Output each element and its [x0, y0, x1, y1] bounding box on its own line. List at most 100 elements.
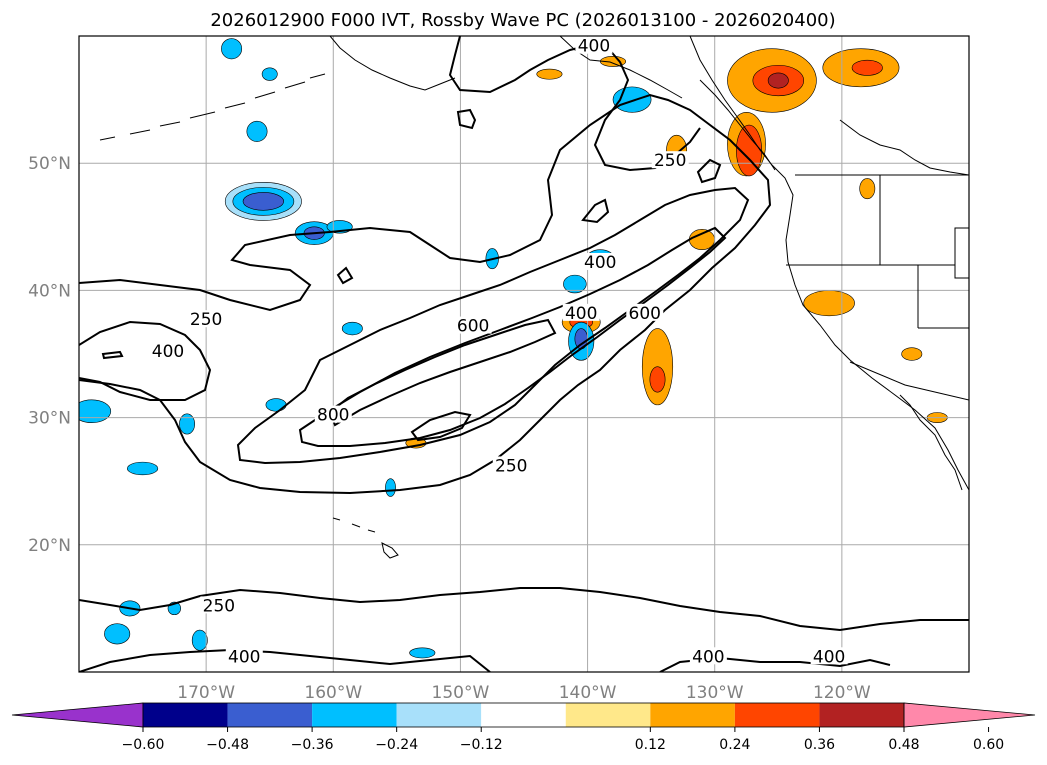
pc-anomaly-patch [612, 86, 652, 113]
colorbar: −0.60 −0.48 −0.36 −0.24 −0.12 0.12 0.24 0.36 0.4… [11, 702, 1036, 753]
contour-label-bg [225, 647, 263, 665]
ivt-contour-small-ring-4 [336, 266, 354, 285]
contour-label: 250 [203, 596, 235, 616]
contour-label: 800 [317, 406, 349, 426]
contour-label-bg [562, 303, 600, 321]
map-title: 2026012900 F000 IVT, Rossby Wave PC (202… [210, 10, 835, 31]
longitude-label: 140°W [559, 683, 617, 703]
pc-anomaly-patch [179, 413, 195, 435]
pc-anomaly-patch [901, 347, 923, 361]
latitude-label: 20°N [28, 536, 71, 556]
contour-label-bg [454, 316, 492, 334]
pc-anomaly-patch [767, 72, 789, 89]
latitude-label: 50°N [28, 154, 71, 174]
contour-label: 400 [584, 253, 616, 273]
pc-anomaly-patch [859, 178, 876, 200]
plot-area: 400 250 400 400 600 600 250 400 800 250 250 400 400 4… [79, 36, 969, 672]
pc-anomaly-patch [563, 274, 587, 294]
ivt-contour-800-inner [410, 410, 472, 442]
pc-anomaly-patch [221, 38, 243, 60]
colorbar-tick-label: −0.24 [375, 737, 418, 753]
ivt-contour-small-ring-2 [581, 198, 610, 224]
longitude-label: 170°W [177, 683, 235, 703]
colorbar-extend-high [903, 702, 1036, 728]
colorbar-tick-label: 0.60 [973, 737, 1004, 753]
latitude-labels: 50°N 40°N 30°N 20°N [28, 154, 71, 556]
aleutian-islands [99, 73, 326, 141]
british-columbia-coast [839, 119, 969, 176]
colorbar-tick-label: −0.12 [460, 737, 503, 753]
bc-islands [699, 79, 776, 171]
contour-label: 400 [565, 304, 597, 324]
colorbar-segment [734, 703, 820, 727]
pc-anomaly-patch [261, 67, 278, 81]
longitude-labels: 170°W 160°W 150°W 140°W 130°W 120°W [177, 683, 871, 703]
ivt-contour-400-ridge [448, 36, 701, 172]
longitude-label: 160°W [304, 683, 362, 703]
longitude-label: 150°W [432, 683, 490, 703]
contour-label-bg [149, 342, 187, 359]
pc-anomaly-patch [79, 399, 112, 423]
colorbar-segment [396, 703, 482, 727]
ivt-contour-250-south [79, 587, 969, 632]
contour-label: 250 [495, 456, 527, 476]
pc-anomaly-patch [409, 647, 436, 659]
colorbar-segment [312, 703, 397, 727]
pc-anomaly-patch [127, 461, 159, 476]
plot-frame [78, 35, 970, 673]
colorbar-frame [142, 702, 905, 728]
ivt-contour-labels: 400 250 400 400 600 600 250 400 800 250 250 400 400 4… [149, 36, 848, 667]
colorbar-segment [565, 703, 651, 727]
ivt-contour-small-ring-5 [101, 350, 124, 360]
colorbar-segment [650, 703, 735, 727]
pc-anomaly-patch [341, 321, 363, 336]
colorbar-tick-label: −0.48 [206, 737, 249, 753]
pc-anomaly-patch [104, 623, 131, 645]
contour-label: 400 [228, 647, 260, 667]
pc-anomaly-patch [649, 366, 666, 393]
graticule [79, 36, 969, 672]
ivt-contour-400-inner [236, 186, 750, 465]
contour-label-bg [581, 252, 619, 270]
contour-label-bg [575, 36, 613, 54]
colorbar-tick-label: 0.24 [719, 737, 750, 753]
pc-anomaly-patch [246, 120, 268, 142]
ivt-contour-800 [328, 318, 557, 427]
contour-label-bg [187, 310, 225, 328]
longitude-label: 130°W [686, 683, 744, 703]
pc-anomaly-patch [265, 398, 287, 412]
ivt-contour-small-ring-3 [696, 158, 722, 184]
pc-anomaly-patch [385, 478, 396, 497]
contour-label: 400 [813, 647, 845, 667]
coastline-north-america [689, 36, 969, 491]
contour-label: 600 [457, 317, 489, 337]
contour-label: 400 [692, 647, 724, 667]
coastlines [99, 36, 969, 559]
ivt-contour-400-south [79, 648, 891, 672]
longitude-label: 120°W [813, 683, 871, 703]
colorbar-tick-label: 0.48 [888, 737, 919, 753]
contour-label: 400 [152, 342, 184, 362]
colorbar-tick-label: 0.36 [804, 737, 835, 753]
contour-label-bg [200, 596, 238, 614]
colorbar-segment [819, 703, 904, 727]
ivt-contour-250-west [79, 320, 212, 401]
colorbar-tick-label: −0.60 [122, 737, 165, 753]
pc-anomaly-patch [688, 229, 716, 250]
hawaii-islands [332, 517, 399, 559]
contour-label-bg [314, 405, 352, 423]
colorbar-segment [227, 703, 313, 727]
pc-anomaly-patch [803, 290, 855, 317]
ivt-contour-250-main [79, 93, 772, 495]
pc-anomaly-patch [536, 68, 563, 80]
contour-label: 600 [629, 304, 661, 324]
contour-label: 250 [190, 310, 222, 330]
contour-label-bg [810, 647, 848, 665]
plot-background [79, 36, 969, 672]
pc-anomaly-patch [191, 629, 208, 651]
coastline-baja [899, 394, 963, 491]
pc-anomaly-patch [851, 59, 883, 76]
contour-label-bg [651, 151, 689, 169]
colorbar-segment [481, 703, 566, 727]
